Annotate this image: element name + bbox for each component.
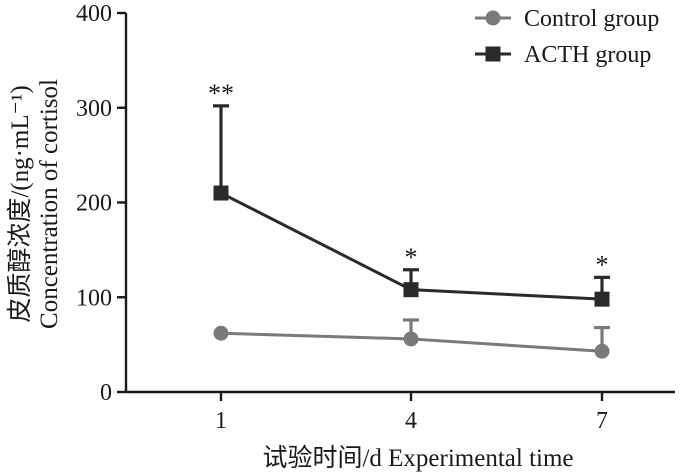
point-acth-group-1 xyxy=(213,185,229,201)
series-control-group xyxy=(213,318,610,359)
point-control-group-4 xyxy=(403,331,419,347)
legend-label-acth-group: ACTH group xyxy=(524,42,651,68)
y-tick-label-0: 0 xyxy=(100,380,112,406)
x-tick-label-1: 1 xyxy=(215,408,227,434)
significance-1: ** xyxy=(208,79,234,108)
significance-layer: *** * xyxy=(208,79,609,279)
legend-marker-control-group xyxy=(485,10,501,26)
y-tick-label-100: 100 xyxy=(76,285,112,311)
significance-7: * xyxy=(596,250,609,279)
y-tick-label-300: 300 xyxy=(76,96,112,122)
series-acth-group xyxy=(213,104,610,307)
y-tick-label-200: 200 xyxy=(76,191,112,217)
y-axis-title-en: Concentration of cortisol xyxy=(36,79,63,329)
point-acth-group-7 xyxy=(594,291,610,307)
axes: 0 100 200 300 400 1 4 7 xyxy=(76,1,675,434)
x-tick-label-4: 4 xyxy=(405,408,417,434)
legend: Control group ACTH group xyxy=(475,6,659,68)
point-control-group-7 xyxy=(594,343,610,359)
significance-4: * xyxy=(405,243,418,272)
point-control-group-1 xyxy=(213,325,229,341)
y-tick-label-400: 400 xyxy=(76,1,112,27)
point-acth-group-4 xyxy=(403,282,419,298)
y-axis-title-cn: 皮质醇浓度/(ng·mL⁻¹) xyxy=(6,85,34,322)
legend-label-control-group: Control group xyxy=(524,6,659,32)
series-layer xyxy=(213,104,610,359)
x-axis-title: 试验时间/d Experimental time xyxy=(262,444,573,472)
x-tick-label-7: 7 xyxy=(596,408,608,434)
legend-marker-acth-group xyxy=(485,46,501,62)
